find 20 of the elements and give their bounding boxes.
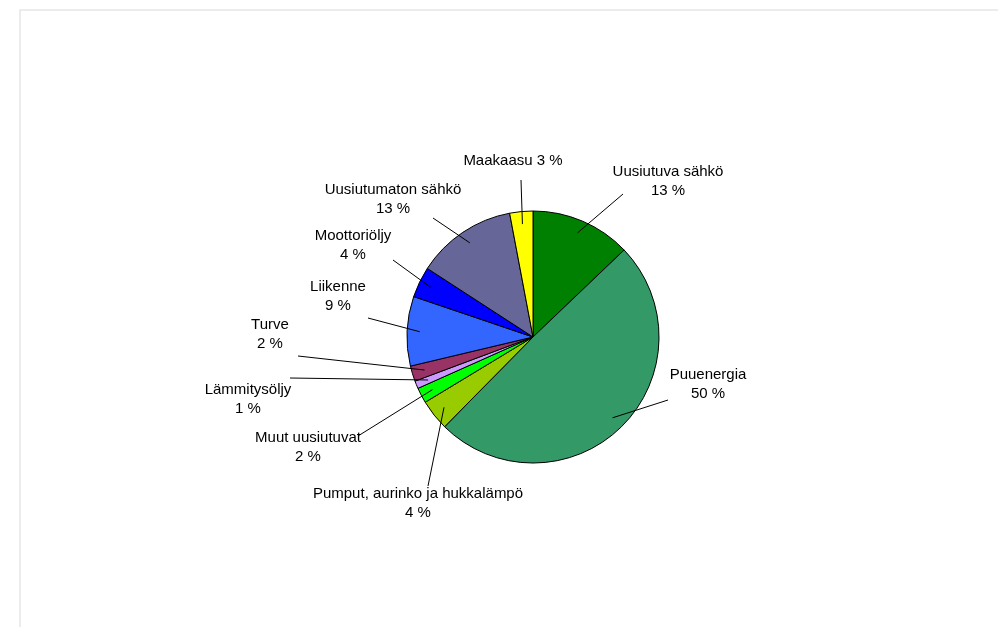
data-label: 3 % — [536, 151, 563, 168]
data-label: 9 % — [325, 296, 351, 313]
slice-label: Lämmitysöljy — [204, 380, 292, 397]
data-label: 4 % — [340, 245, 366, 262]
data-label: 50 % — [690, 384, 726, 401]
data-label: 4 % — [405, 503, 431, 520]
slice-label: Pumput, aurinko ja hukkalämpö — [312, 484, 524, 501]
data-label: 13 % — [375, 199, 411, 216]
slice-label: Turve — [251, 315, 289, 332]
slice-label: Maakaasu — [463, 151, 533, 168]
data-label: 2 % — [257, 334, 283, 351]
slice-label: Puuenergia — [669, 365, 748, 382]
slice-label: Uusiutuva sähkö — [612, 162, 724, 179]
data-label: 2 % — [295, 447, 321, 464]
slice-label: Liikenne — [310, 277, 366, 294]
slice-label: Muut uusiutuvat — [255, 428, 362, 445]
slice-label: Moottoriöljy — [314, 226, 392, 243]
data-label: 13 % — [650, 181, 686, 198]
slice-label: Uusiutumaton sähkö — [324, 180, 462, 197]
data-label: 1 % — [235, 399, 261, 416]
